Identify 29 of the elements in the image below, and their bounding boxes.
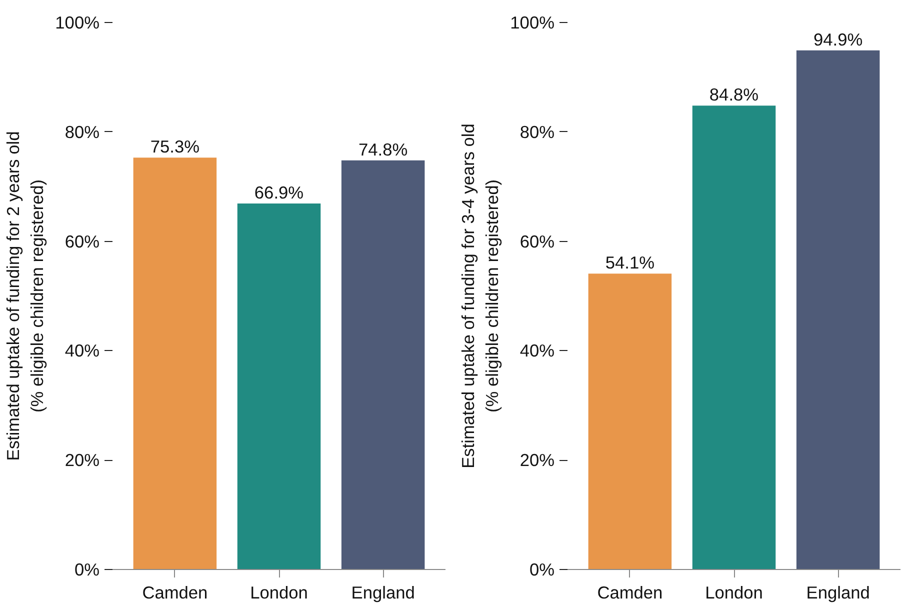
y-tick-label: 40% — [64, 340, 100, 361]
y-tick-label: 40% — [520, 340, 555, 361]
x-tick-label: Camden — [597, 582, 663, 602]
x-tick-label: London — [705, 582, 763, 602]
y-tick-label: 20% — [520, 450, 555, 470]
x-tick-label: London — [250, 582, 308, 602]
data-label: 94.9% — [813, 29, 863, 50]
y-tick-label: 80% — [64, 122, 100, 142]
y-tick-label: 60% — [64, 231, 100, 252]
y-tick-label: 60% — [520, 231, 555, 252]
bar — [796, 50, 880, 570]
x-tick-label: England — [806, 582, 870, 602]
x-tick-label: England — [351, 582, 415, 602]
y-tick-label: 100% — [55, 12, 100, 32]
y-axis-title: Estimated uptake of funding for 3-4 years old (% eligible children registered) — [458, 124, 502, 468]
bar — [692, 106, 776, 570]
data-label: 74.8% — [358, 139, 408, 160]
y-axis-title: Estimated uptake of funding for 2 years old (% eligible children registered) — [3, 131, 48, 461]
x-tick-label: Camden — [142, 582, 208, 602]
data-label: 84.8% — [709, 84, 759, 105]
y-tick-label: 80% — [520, 122, 555, 142]
data-label: 54.1% — [605, 252, 655, 273]
data-label: 66.9% — [254, 182, 304, 203]
bar — [588, 274, 672, 570]
y-tick-label: 0% — [529, 560, 554, 580]
y-tick-label: 0% — [74, 560, 100, 580]
data-label: 75.3% — [150, 136, 200, 157]
y-tick-label: 100% — [510, 12, 555, 32]
y-tick-label: 20% — [64, 450, 100, 470]
